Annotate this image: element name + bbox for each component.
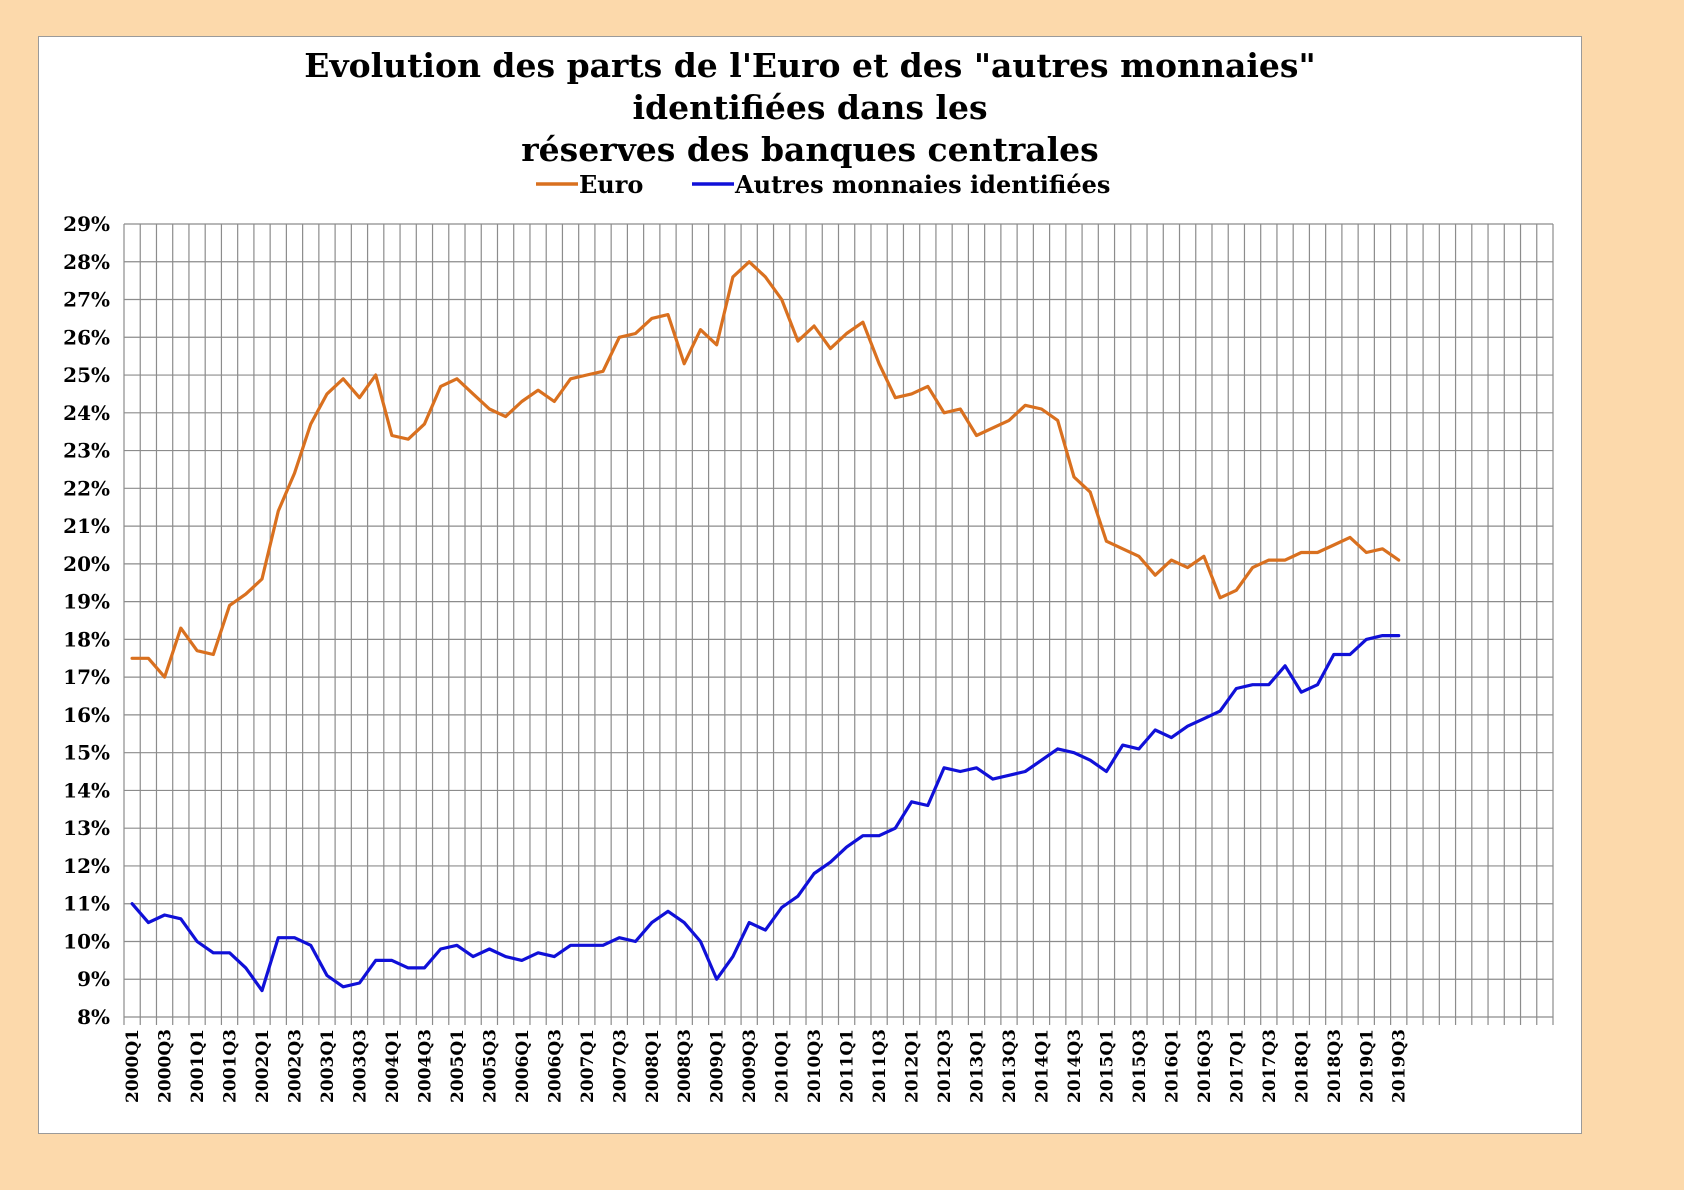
x-tick-label: 2012Q3 [935,1029,955,1103]
chart-frame: Evolution des parts de l'Euro et des "au… [38,36,1582,1134]
y-tick-label: 24% [63,401,110,425]
y-tick-label: 10% [63,929,110,953]
x-tick-label: 2015Q1 [1097,1029,1117,1103]
y-tick-label: 21% [63,514,110,538]
x-tick-label: 2006Q3 [545,1029,565,1103]
x-tick-label: 2001Q3 [221,1029,241,1103]
x-tick-label: 2011Q1 [838,1029,858,1103]
y-tick-label: 17% [63,665,110,689]
y-tick-label: 22% [63,476,110,500]
x-tick-label: 2000Q3 [156,1029,176,1103]
y-tick-label: 16% [63,703,110,727]
x-tick-label: 2015Q3 [1130,1029,1150,1103]
y-tick-label: 18% [63,627,110,651]
x-tick-label: 2009Q3 [740,1029,760,1103]
x-tick-label: 2011Q3 [870,1029,890,1103]
x-tick-label: 2003Q1 [318,1029,338,1103]
y-tick-label: 20% [63,552,110,576]
x-tick-label: 2007Q1 [578,1029,598,1103]
x-tick-label: 2009Q1 [708,1029,728,1103]
x-tick-label: 2016Q1 [1162,1029,1182,1103]
y-tick-label: 12% [63,854,110,878]
x-tick-label: 2017Q3 [1260,1029,1280,1103]
x-tick-label: 2017Q1 [1227,1029,1247,1103]
grid [123,223,1554,1025]
y-tick-label: 19% [63,590,110,614]
x-axis-ticks: 2000Q1 2000Q3 2001Q1 2001Q3 2002Q1 2002Q3 2003… [123,1029,1410,1103]
chart-title-line-2: réserves des banques centrales [521,130,1099,169]
x-tick-label: 2018Q3 [1325,1029,1345,1103]
x-tick-label: 2004Q1 [383,1029,403,1103]
x-tick-label: 2013Q1 [968,1029,988,1103]
y-tick-label: 14% [63,778,110,802]
y-tick-label: 23% [63,439,110,463]
x-tick-label: 2010Q3 [805,1029,825,1103]
x-tick-label: 2002Q3 [286,1029,306,1103]
y-tick-label: 9% [77,967,110,991]
chart-title-line-1: Evolution des parts de l'Euro et des "au… [304,46,1316,127]
y-axis-ticks: 8% 9% 10% 11% 12% 13% 14% 15% 16% 17% 18% 19% 20% 21%… [63,212,110,1029]
series-lines [130,260,1401,993]
x-tick-label: 2013Q3 [1000,1029,1020,1103]
x-tick-label: 2019Q3 [1390,1029,1410,1103]
y-tick-label: 8% [77,1005,110,1029]
x-tick-label: 2001Q1 [188,1029,208,1103]
y-tick-label: 13% [63,816,110,840]
x-tick-label: 2012Q1 [903,1029,923,1103]
x-tick-label: 2000Q1 [123,1029,143,1103]
series-line-0 [130,260,1401,679]
x-tick-label: 2005Q1 [448,1029,468,1103]
x-tick-label: 2010Q1 [773,1029,793,1103]
y-tick-label: 29% [63,212,110,236]
x-tick-label: 2014Q1 [1032,1029,1052,1103]
x-tick-label: 2002Q1 [253,1029,273,1103]
y-tick-label: 25% [63,363,110,387]
x-tick-label: 2008Q1 [643,1029,663,1103]
series-line-1 [130,633,1401,993]
x-tick-label: 2003Q3 [350,1029,370,1103]
y-tick-label: 11% [63,892,110,916]
x-tick-label: 2005Q3 [480,1029,500,1103]
x-tick-label: 2014Q3 [1065,1029,1085,1103]
x-tick-label: 2018Q1 [1292,1029,1312,1103]
chart-title: Evolution des parts de l'Euro et des "au… [239,45,1381,171]
x-tick-label: 2007Q3 [610,1029,630,1103]
x-tick-label: 2016Q3 [1195,1029,1215,1103]
x-tick-label: 2006Q1 [513,1029,533,1103]
x-tick-label: 2004Q3 [415,1029,435,1103]
legend: Euro Autres monnaies identifiées [536,170,1110,199]
legend-label-1: Autres monnaies identifiées [734,170,1110,199]
y-tick-label: 28% [63,250,110,274]
x-tick-label: 2019Q1 [1357,1029,1377,1103]
y-tick-label: 26% [63,325,110,349]
x-tick-label: 2008Q3 [675,1029,695,1103]
y-tick-label: 15% [63,741,110,765]
y-tick-label: 27% [63,288,110,312]
legend-label-0: Euro [579,170,643,199]
